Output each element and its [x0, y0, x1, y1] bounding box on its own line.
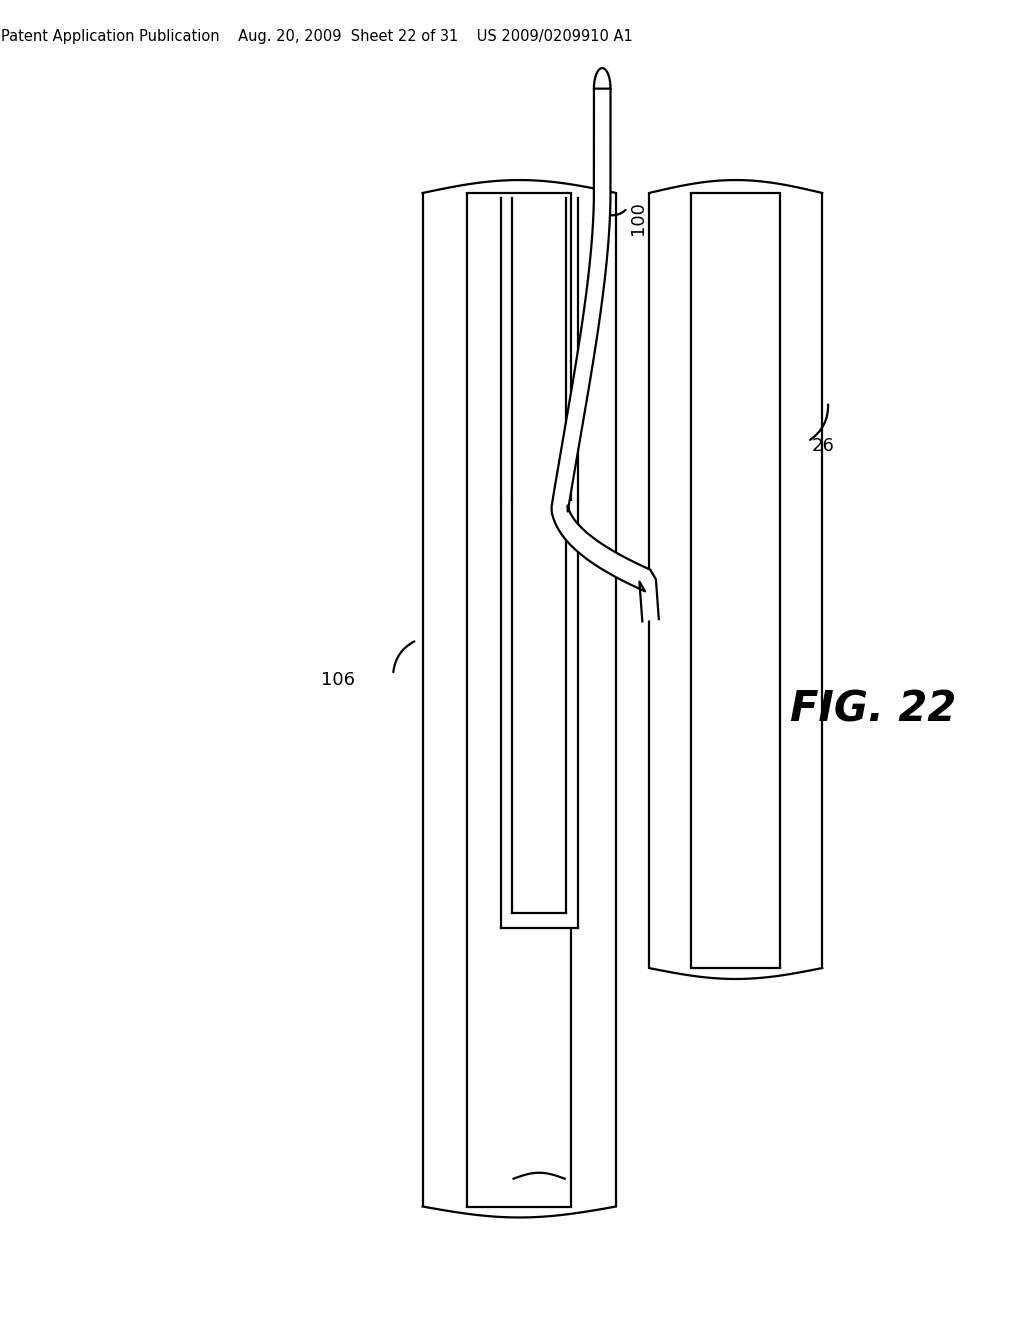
Text: 100: 100 — [629, 201, 647, 235]
Polygon shape — [780, 193, 822, 968]
Text: Patent Application Publication    Aug. 20, 2009  Sheet 22 of 31    US 2009/02099: Patent Application Publication Aug. 20, … — [1, 29, 633, 44]
Text: FIG. 22: FIG. 22 — [790, 689, 955, 731]
Polygon shape — [502, 502, 579, 928]
Polygon shape — [423, 193, 467, 1206]
Text: 106: 106 — [321, 671, 355, 689]
Polygon shape — [571, 193, 616, 1206]
Polygon shape — [594, 69, 610, 88]
Polygon shape — [552, 88, 658, 622]
Polygon shape — [649, 193, 691, 968]
Text: 26: 26 — [811, 437, 835, 455]
